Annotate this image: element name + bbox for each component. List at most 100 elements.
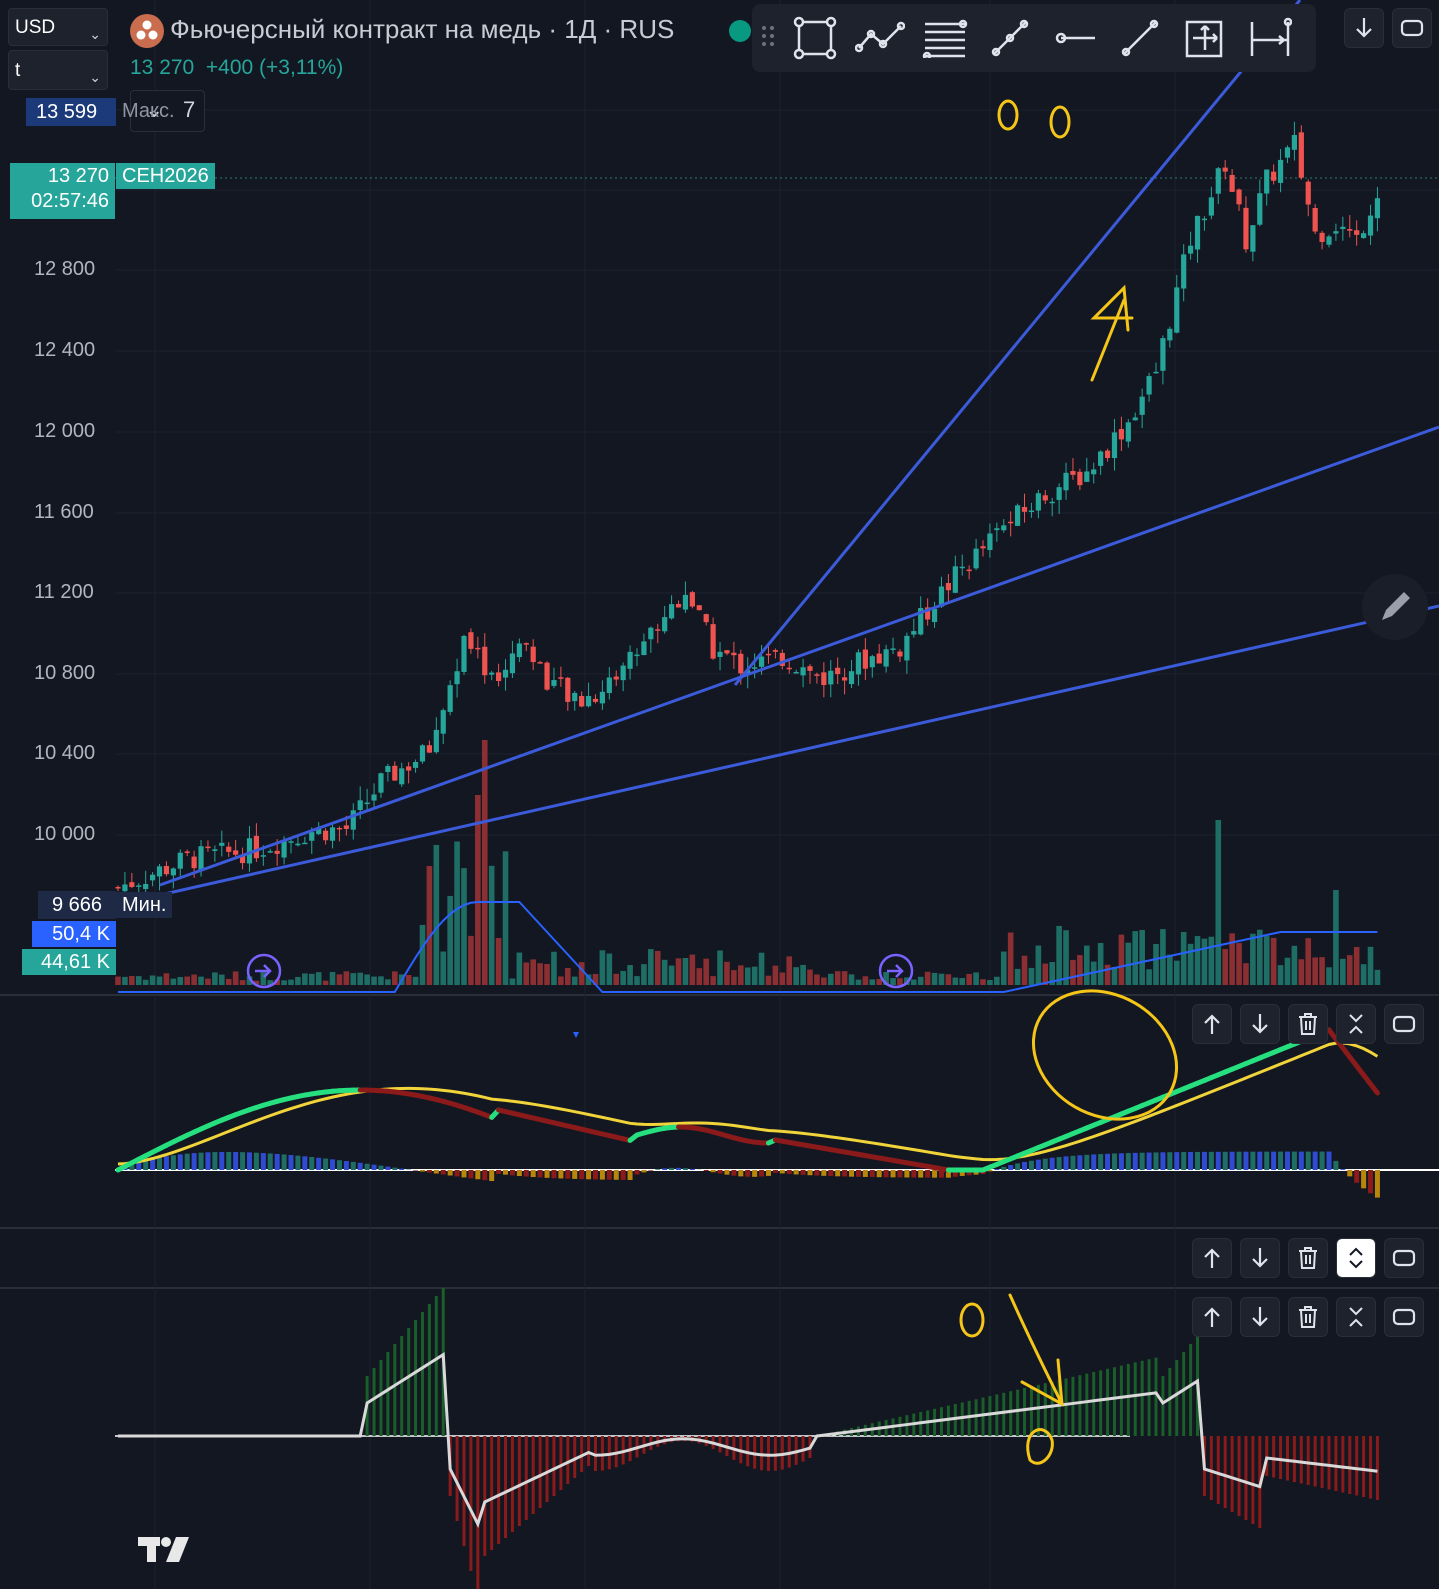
- macd-hist-bar: [323, 1158, 329, 1170]
- volume-bar: [1243, 963, 1249, 985]
- drawing-toolbar: [752, 4, 1316, 72]
- volume-bar: [1277, 965, 1284, 985]
- candle-body: [1333, 231, 1339, 234]
- move-down-icon[interactable]: [1240, 1297, 1280, 1337]
- date-range-icon[interactable]: [1240, 8, 1300, 68]
- drag-handle-icon[interactable]: [760, 24, 780, 53]
- countdown: 02:57:46: [31, 190, 109, 212]
- path-icon[interactable]: [850, 8, 910, 68]
- macd-hist-bar: [890, 1170, 896, 1178]
- delete-icon[interactable]: [1288, 1238, 1328, 1278]
- macd-hist-bar: [952, 1170, 958, 1177]
- trendline-icon[interactable]: [980, 8, 1040, 68]
- fib-levels-icon[interactable]: [915, 8, 975, 68]
- volume-bar: [911, 979, 917, 985]
- draw-mode-button[interactable]: [1362, 574, 1428, 640]
- macd-hist-bar: [1105, 1153, 1111, 1170]
- candle-body: [1125, 422, 1131, 442]
- expand-icon[interactable]: [1336, 1238, 1376, 1278]
- candle-body: [482, 646, 488, 676]
- volume-bar: [821, 977, 827, 985]
- macd-hist-bar: [1160, 1152, 1166, 1170]
- volume-bar: [1111, 966, 1118, 985]
- maximize-icon[interactable]: [1384, 1297, 1424, 1337]
- macd-hist-bar: [226, 1151, 232, 1170]
- candle-body: [1049, 501, 1055, 504]
- move-up-icon[interactable]: [1192, 1004, 1232, 1044]
- macd-hist-bar: [461, 1170, 467, 1178]
- candle-body: [419, 745, 426, 762]
- macd-hist-bar: [191, 1153, 197, 1170]
- volume-bar: [827, 973, 834, 985]
- macd-hist-bar: [1208, 1151, 1214, 1170]
- macd-hist-bar: [184, 1153, 190, 1170]
- volume-bar: [433, 845, 440, 985]
- maximize-icon[interactable]: [1384, 1004, 1424, 1044]
- volume-bar: [1077, 955, 1083, 985]
- price-axis-label: 12 400: [34, 339, 96, 361]
- volume-ma-tag: 50,4 K: [32, 921, 116, 947]
- macd-hist-bar: [260, 1153, 266, 1170]
- candle-body: [1277, 159, 1284, 183]
- symbol-title[interactable]: Фьючерсный контракт на медь · 1Д · RUS: [170, 14, 675, 44]
- macd-hist-bar: [1077, 1155, 1083, 1170]
- measure-icon[interactable]: [1175, 8, 1235, 68]
- macd-pane-controls: [1192, 1004, 1424, 1044]
- volume-bar: [883, 971, 889, 985]
- macd-hist-bar: [157, 1157, 163, 1170]
- units-select[interactable]: t ⌄: [8, 50, 108, 90]
- macd-hist-bar: [689, 1168, 695, 1170]
- volume-bar: [1014, 968, 1021, 985]
- ray-icon[interactable]: [1110, 8, 1170, 68]
- indicators-toggle[interactable]: ⌄ 7: [130, 90, 205, 132]
- scroll-down-button[interactable]: [1344, 8, 1384, 48]
- volume-bar: [1250, 933, 1256, 985]
- fullscreen-button[interactable]: [1392, 8, 1432, 48]
- macd-hist-bar: [676, 1167, 682, 1170]
- delete-icon[interactable]: [1288, 1297, 1328, 1337]
- move-up-icon[interactable]: [1192, 1297, 1232, 1337]
- trendline-steep: [733, 0, 1302, 686]
- candle-body: [1291, 135, 1297, 150]
- macd-hist-bar: [212, 1152, 218, 1170]
- macd-hist-bar: [378, 1165, 384, 1170]
- move-down-icon[interactable]: [1240, 1238, 1280, 1278]
- candles: [115, 121, 1381, 903]
- volume-bar: [1167, 954, 1173, 985]
- volume-bar: [322, 980, 329, 985]
- candle-body: [925, 607, 931, 620]
- rectangle-icon[interactable]: [785, 8, 845, 68]
- macd-hist-bar: [565, 1170, 571, 1179]
- annotation-arrow-down: [1008, 1293, 1064, 1407]
- market-status-icon[interactable]: [729, 20, 751, 42]
- candle-body: [648, 627, 654, 640]
- macd-hist-bar: [1098, 1154, 1104, 1170]
- delete-icon[interactable]: [1288, 1004, 1328, 1044]
- collapse-icon[interactable]: [1336, 1004, 1376, 1044]
- candle-body: [814, 674, 820, 676]
- macd-hist-bar: [240, 1152, 246, 1170]
- volume-bar: [1326, 967, 1332, 985]
- collapse-icon[interactable]: [1336, 1297, 1376, 1337]
- currency-select[interactable]: USD ⌄: [8, 8, 108, 46]
- move-down-icon[interactable]: [1240, 1004, 1280, 1044]
- price-axis-label: 12 000: [34, 420, 96, 442]
- volume-bar: [1291, 945, 1298, 985]
- price-axis-label: 11 200: [34, 581, 94, 603]
- price-axis-label: 10 800: [34, 662, 96, 684]
- macd-hist-bar: [129, 1164, 135, 1170]
- volume-bar: [731, 970, 737, 985]
- macd-hist-bar: [1354, 1170, 1360, 1183]
- candle-body: [468, 632, 474, 649]
- volume-bar: [426, 866, 433, 985]
- macd-hist-bar: [233, 1152, 239, 1170]
- volume-bar: [1236, 943, 1242, 985]
- volume-bar: [142, 979, 149, 985]
- move-up-icon[interactable]: [1192, 1238, 1232, 1278]
- macd-hist-bar: [1008, 1165, 1014, 1170]
- horizontal-ray-icon[interactable]: [1045, 8, 1105, 68]
- candle-body: [752, 667, 758, 669]
- tradingview-logo: [138, 1537, 189, 1562]
- maximize-icon[interactable]: [1384, 1238, 1424, 1278]
